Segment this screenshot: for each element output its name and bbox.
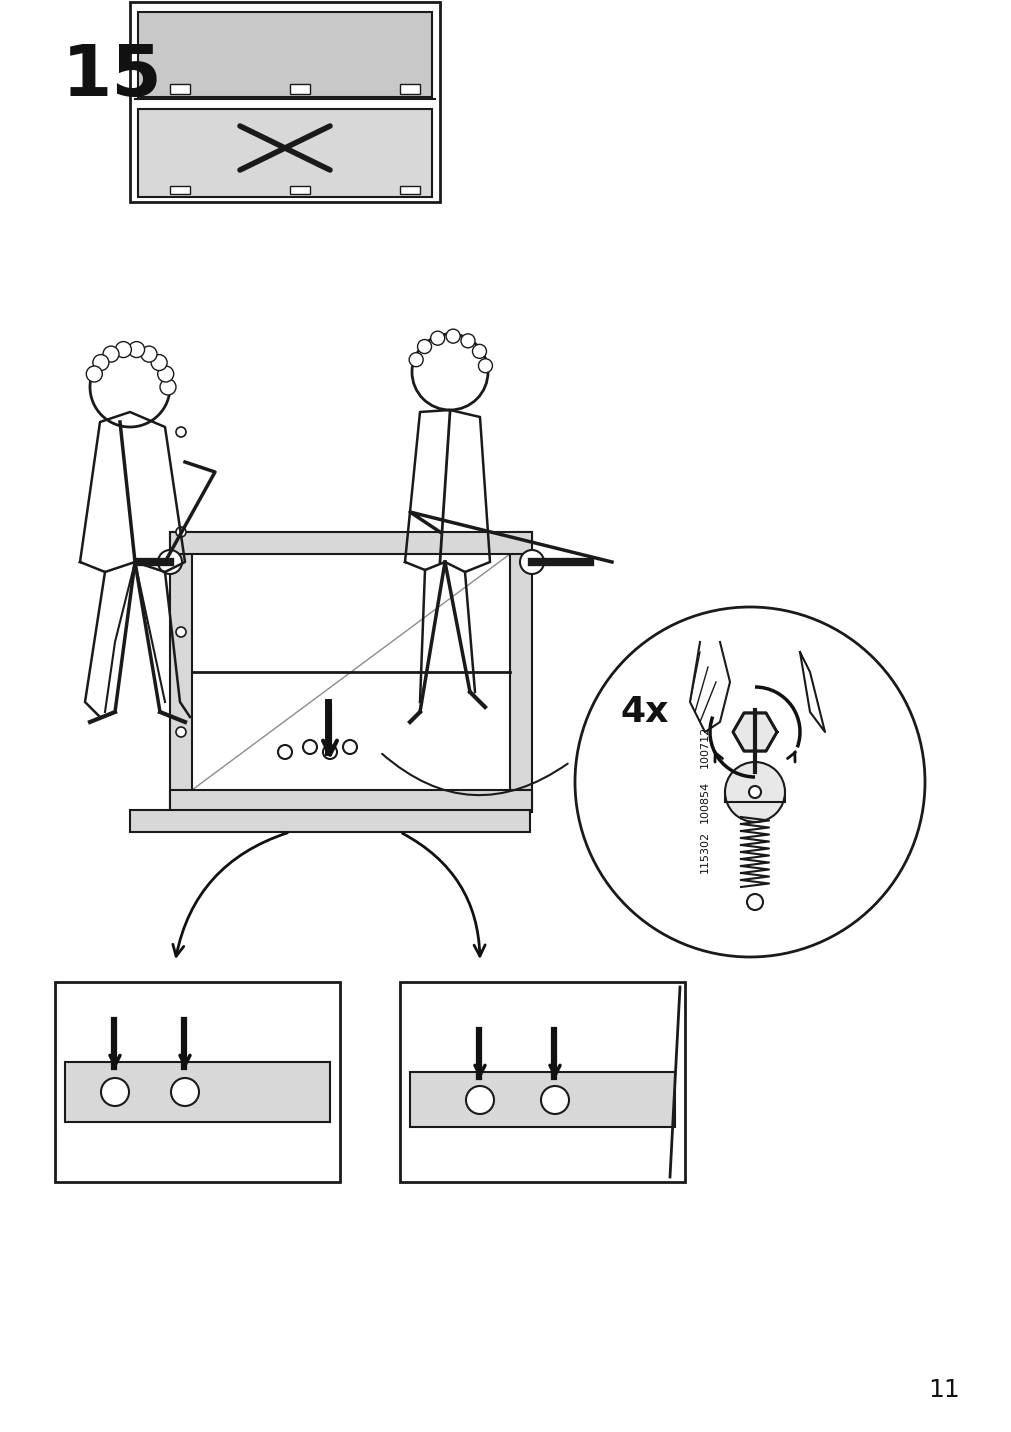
Bar [170, 790, 532, 812]
Bar [170, 186, 190, 193]
Circle shape [86, 367, 102, 382]
Circle shape [176, 727, 186, 737]
Circle shape [103, 347, 119, 362]
Circle shape [724, 762, 785, 822]
Circle shape [171, 1078, 199, 1106]
Circle shape [541, 1085, 568, 1114]
Bar [170, 84, 190, 95]
Circle shape [408, 352, 423, 367]
Circle shape [176, 427, 186, 437]
Text: 100854: 100854 [700, 780, 710, 823]
Bar [137, 109, 432, 198]
Circle shape [278, 745, 292, 759]
Bar [399, 84, 420, 95]
Circle shape [101, 1078, 128, 1106]
Circle shape [343, 740, 357, 755]
Circle shape [478, 359, 492, 372]
Circle shape [93, 355, 109, 371]
Bar [170, 533, 192, 812]
Circle shape [418, 339, 431, 354]
Text: 11: 11 [927, 1378, 959, 1402]
Circle shape [176, 627, 186, 637]
Bar [137, 11, 432, 97]
Circle shape [128, 342, 145, 358]
Bar [170, 533, 532, 554]
Circle shape [446, 329, 460, 344]
Text: 15: 15 [62, 42, 163, 112]
Circle shape [574, 607, 924, 957]
Bar [399, 186, 420, 193]
Circle shape [472, 344, 486, 358]
Bar [290, 186, 309, 193]
Circle shape [302, 740, 316, 755]
Bar [409, 1073, 674, 1127]
Bar [129, 811, 530, 832]
Circle shape [176, 527, 186, 537]
Bar [55, 982, 340, 1181]
Circle shape [431, 331, 444, 345]
Circle shape [141, 347, 157, 362]
Circle shape [461, 334, 474, 348]
Text: 4x: 4x [620, 695, 667, 729]
Bar [129, 1, 440, 202]
Circle shape [323, 745, 337, 759]
Bar [65, 1063, 330, 1123]
Circle shape [115, 342, 131, 358]
Circle shape [158, 550, 182, 574]
Circle shape [160, 379, 176, 395]
Circle shape [746, 894, 762, 909]
Bar [510, 533, 532, 812]
Circle shape [90, 347, 170, 427]
Circle shape [158, 367, 174, 382]
Text: 100712: 100712 [700, 726, 710, 768]
Polygon shape [732, 713, 776, 750]
Text: 115302: 115302 [700, 831, 710, 874]
Circle shape [748, 786, 760, 798]
Circle shape [411, 334, 487, 410]
Circle shape [520, 550, 544, 574]
Bar [290, 84, 309, 95]
Bar [399, 982, 684, 1181]
Circle shape [465, 1085, 493, 1114]
Circle shape [151, 355, 167, 371]
